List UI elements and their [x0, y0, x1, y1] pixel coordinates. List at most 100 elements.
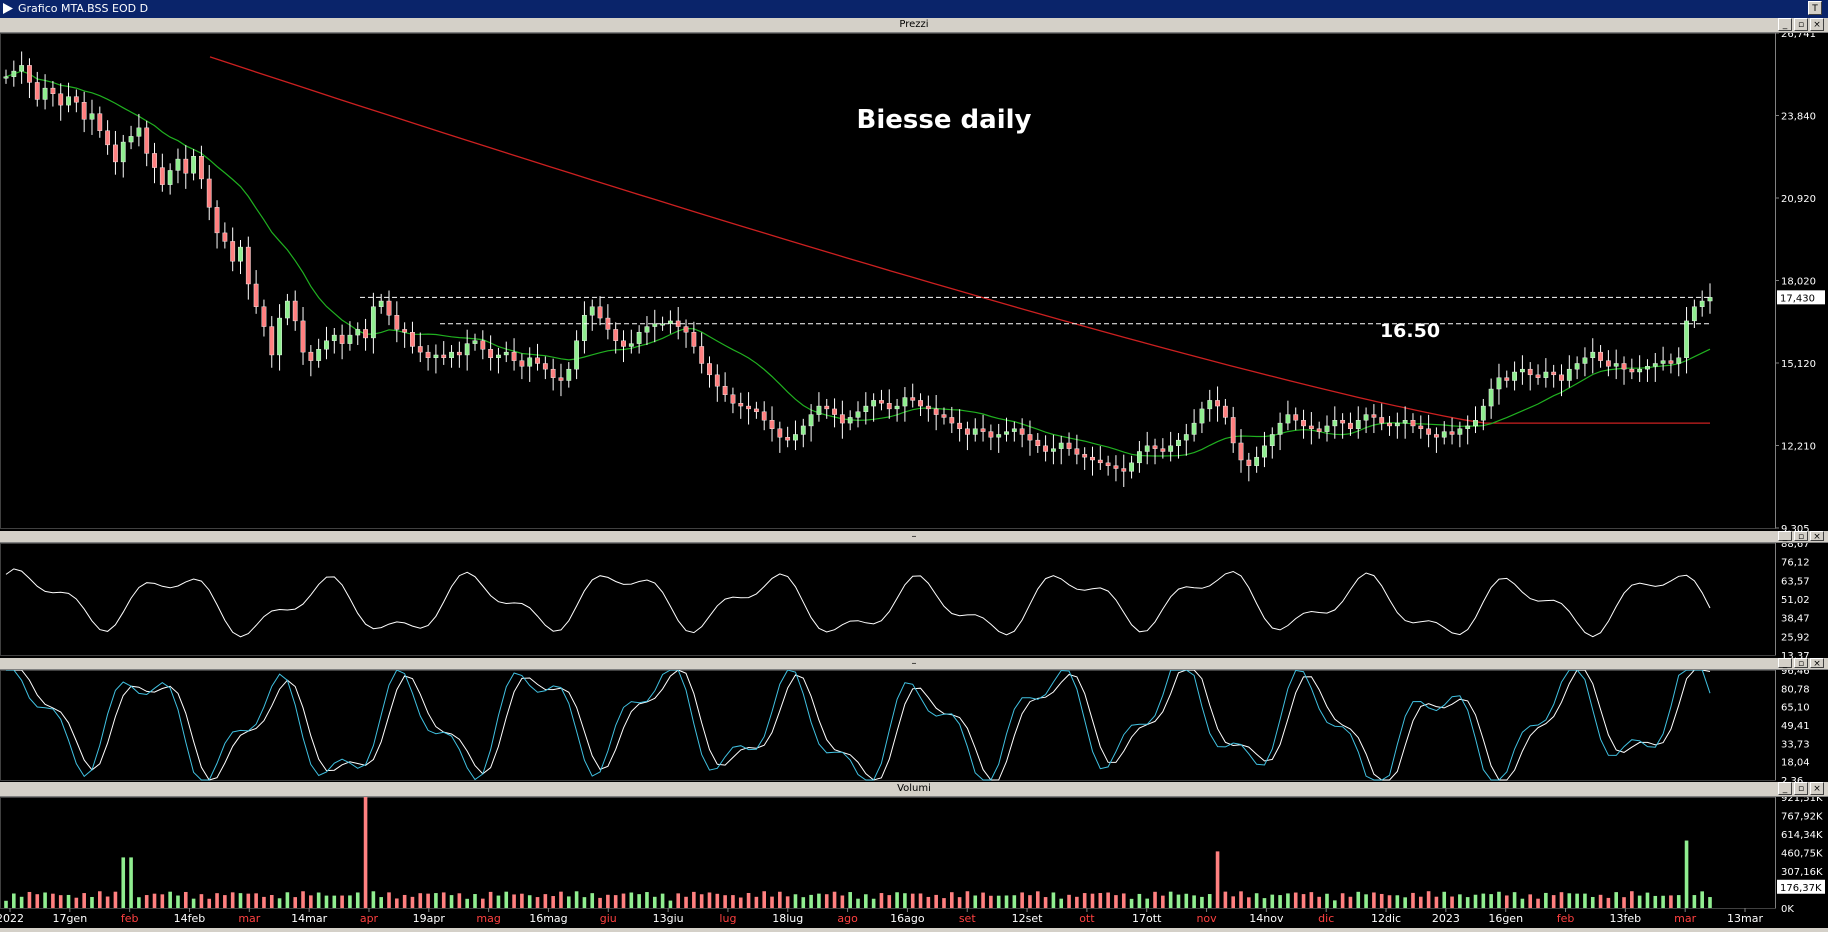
candle-body — [152, 153, 157, 168]
restore-button[interactable]: ▫ — [1794, 782, 1808, 795]
candle-body — [11, 70, 17, 77]
candle-body — [660, 323, 665, 326]
candle-body — [1230, 417, 1236, 444]
volume-bar — [566, 896, 571, 908]
candle-body — [1058, 442, 1064, 449]
candle-body — [1090, 456, 1095, 461]
volume-bar — [1520, 898, 1525, 908]
candle-body — [1629, 368, 1635, 373]
volume-bar — [1161, 895, 1165, 908]
volume-bar — [746, 892, 751, 908]
volume-bar — [410, 896, 415, 908]
close-button[interactable]: × — [1810, 658, 1824, 669]
volume-bar — [684, 896, 688, 908]
x-tick-label: 18lug — [772, 912, 803, 925]
volume-bar — [348, 895, 352, 908]
candle-body — [1621, 363, 1627, 370]
volume-bar — [230, 892, 235, 908]
candle-body — [1043, 445, 1048, 452]
candle-body — [886, 403, 892, 410]
volume-bar — [387, 892, 391, 908]
candle-body — [269, 326, 275, 356]
volume-bar — [973, 895, 978, 908]
candle-body — [1027, 434, 1033, 441]
volume-bar — [801, 897, 806, 908]
volume-bar — [598, 897, 602, 908]
candle-body — [582, 315, 587, 341]
rsi-y-tick-label: 88,67 — [1781, 539, 1810, 550]
candle-body — [1520, 368, 1525, 373]
close-button[interactable]: × — [1810, 18, 1824, 31]
stoch-y-tick-label: 96,46 — [1781, 666, 1810, 677]
candle-body — [433, 354, 439, 359]
candle-body — [1215, 400, 1220, 407]
last-volume-box — [1777, 879, 1825, 894]
window-corner-label[interactable]: T — [1808, 1, 1822, 15]
candle-body — [206, 178, 212, 208]
candle-body — [972, 428, 978, 435]
minimize-button[interactable]: _ — [1778, 531, 1792, 542]
candle-body — [1004, 431, 1009, 435]
volume-bar — [1254, 893, 1259, 908]
x-tick-label: dic — [1318, 912, 1334, 925]
volume-bar — [582, 897, 587, 908]
volume-bar — [473, 894, 477, 908]
candle-body — [699, 346, 705, 364]
minimize-button[interactable]: _ — [1778, 658, 1792, 669]
app-icon — [3, 3, 13, 14]
volume-bar — [535, 897, 540, 908]
candle-body — [1465, 425, 1471, 429]
restore-button[interactable]: ▫ — [1794, 658, 1808, 669]
volume-bar — [1153, 891, 1157, 908]
volume-bar — [1262, 898, 1267, 908]
x-tick-label: 14feb — [174, 912, 206, 925]
candle-body — [50, 87, 56, 94]
volume-bar — [715, 893, 720, 908]
candle-body — [1144, 445, 1150, 452]
volume-bar — [199, 894, 204, 908]
candle-body — [1019, 428, 1025, 435]
candle-body — [144, 127, 150, 154]
candle-body — [668, 320, 673, 324]
volume-bar — [293, 897, 298, 908]
candle-body — [1340, 420, 1346, 424]
candle-body — [1637, 368, 1643, 373]
level-label: 16.50 — [1380, 320, 1440, 342]
minimize-button[interactable]: _ — [1778, 782, 1792, 795]
volume-bar — [520, 893, 524, 908]
volume-bar — [543, 894, 548, 908]
candle-body — [1441, 431, 1447, 438]
candle-body — [652, 323, 658, 327]
candle-body — [941, 414, 947, 418]
candle-body — [277, 317, 282, 356]
volume-y-tick-label: 460,75K — [1781, 849, 1823, 860]
candle-body — [691, 332, 697, 347]
volume-bar — [606, 894, 610, 908]
close-button[interactable]: × — [1810, 531, 1824, 542]
volume-bar — [426, 893, 430, 908]
minimize-button[interactable]: _ — [1778, 18, 1792, 31]
candle-body — [1035, 439, 1041, 447]
restore-button[interactable]: ▫ — [1794, 18, 1808, 31]
volume-bar — [824, 894, 829, 908]
volume-bar — [551, 896, 555, 908]
candle-body — [1113, 465, 1119, 469]
close-button[interactable]: × — [1810, 782, 1824, 795]
volume-bar — [301, 891, 305, 908]
stoch-y-tick-label: 33,73 — [1781, 739, 1810, 750]
candle-body — [863, 405, 869, 412]
rsi-y-tick-label: 13,37 — [1781, 651, 1810, 662]
x-tick-label: 17ott — [1132, 912, 1162, 925]
volume-bar — [207, 898, 212, 908]
candle-body — [636, 332, 642, 344]
volume-bar — [660, 893, 665, 908]
candle-body — [1269, 434, 1275, 447]
window-titlebar: Grafico MTA.BSS EOD D T — [0, 0, 1828, 18]
x-tick-label: feb — [1557, 912, 1575, 925]
volume-bar — [1379, 893, 1384, 908]
volume-bar — [887, 895, 892, 908]
candle-body — [542, 363, 548, 370]
restore-button[interactable]: ▫ — [1794, 531, 1808, 542]
blue-square-icon[interactable] — [1792, 1, 1806, 15]
volume-bar — [1669, 895, 1673, 908]
